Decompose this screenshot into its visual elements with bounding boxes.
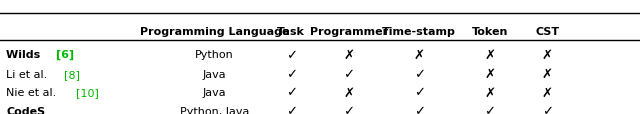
Text: ✓: ✓: [484, 104, 495, 114]
Text: ✗: ✗: [484, 68, 495, 81]
Text: ✓: ✓: [285, 104, 297, 114]
Text: Java: Java: [203, 69, 226, 79]
Text: ✓: ✓: [285, 86, 297, 99]
Text: Task: Task: [277, 27, 305, 37]
Text: ✗: ✗: [484, 48, 495, 61]
Text: ✗: ✗: [541, 86, 553, 99]
Text: ✓: ✓: [413, 68, 425, 81]
Text: CodeS: CodeS: [6, 106, 45, 114]
Text: ✗: ✗: [343, 86, 355, 99]
Text: ✗: ✗: [541, 68, 553, 81]
Text: Python, Java: Python, Java: [180, 106, 249, 114]
Text: ✓: ✓: [343, 68, 355, 81]
Text: CST: CST: [535, 27, 559, 37]
Text: Programmer: Programmer: [310, 27, 388, 37]
Text: ✓: ✓: [343, 104, 355, 114]
Text: ✓: ✓: [285, 68, 297, 81]
Text: ✓: ✓: [413, 86, 425, 99]
Text: ✗: ✗: [343, 48, 355, 61]
Text: Token: Token: [472, 27, 508, 37]
Text: ✓: ✓: [413, 104, 425, 114]
Text: [6]: [6]: [56, 50, 74, 60]
Text: [8]: [8]: [64, 69, 80, 79]
Text: [10]: [10]: [76, 87, 99, 97]
Text: Time-stamp: Time-stamp: [382, 27, 456, 37]
Text: ✗: ✗: [541, 48, 553, 61]
Text: Programming Language: Programming Language: [140, 27, 289, 37]
Text: ✓: ✓: [541, 104, 553, 114]
Text: Wilds: Wilds: [6, 50, 45, 60]
Text: Li et al.: Li et al.: [6, 69, 51, 79]
Text: Java: Java: [203, 87, 226, 97]
Text: Nie et al.: Nie et al.: [6, 87, 60, 97]
Text: ✗: ✗: [413, 48, 425, 61]
Text: ✗: ✗: [484, 86, 495, 99]
Text: Python: Python: [195, 50, 234, 60]
Text: ✓: ✓: [285, 48, 297, 61]
